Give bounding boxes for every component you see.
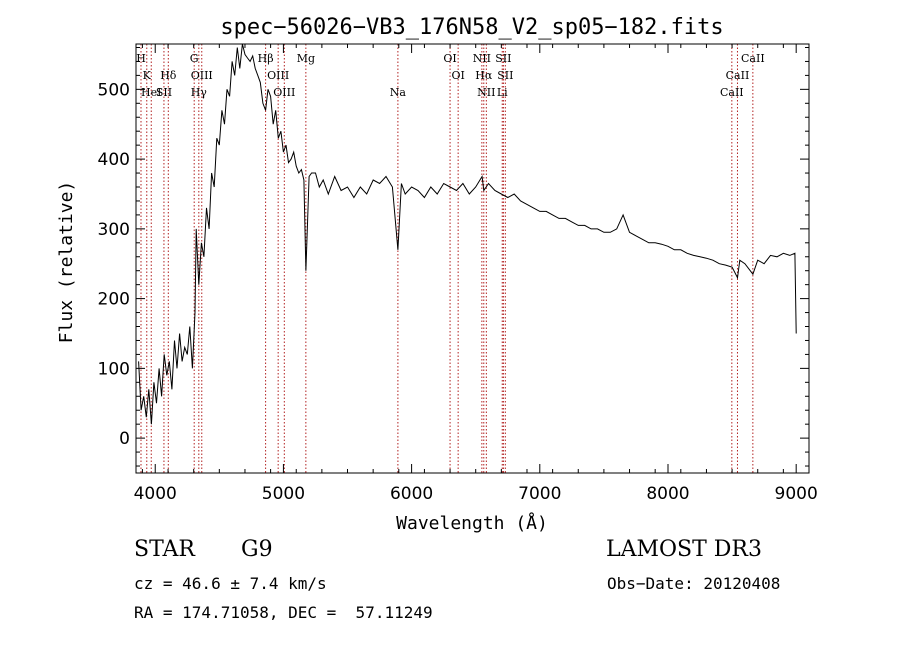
line-label-0: H (136, 52, 146, 65)
y-tick-label-0: 0 (119, 429, 130, 449)
x-tick-label-3: 7000 (518, 484, 561, 504)
x-tick-label-4: 8000 (646, 484, 689, 504)
object-class: STAR (134, 537, 195, 562)
line-label-3: SII (156, 86, 172, 99)
line-label-1: K (143, 69, 152, 82)
spectral-line-labels: HKHeISIIHδGHγOIIIHβOIIIOIIIMgNaOIOINIIHα… (136, 52, 764, 99)
line-label-15: NII (473, 52, 491, 65)
line-label-7: OIII (191, 69, 213, 82)
y-tick-label-2: 200 (98, 290, 130, 310)
line-label-18: Li (497, 86, 508, 99)
y-tick-label-3: 300 (98, 220, 130, 240)
line-label-16: Hα (475, 69, 493, 82)
x-tick-label-0: 4000 (134, 484, 177, 504)
survey-name: LAMOST DR3 (606, 537, 762, 562)
line-label-9: OIII (267, 69, 289, 82)
x-tick-label-1: 5000 (262, 484, 305, 504)
line-label-5: G (190, 52, 199, 65)
line-label-19: SII (495, 52, 511, 65)
line-label-20: SII (497, 69, 513, 82)
axis-ticks: 4000 5000 6000 7000 8000 9000 0 100 200 300 400 500 (98, 44, 818, 504)
y-tick-label-1: 100 (98, 359, 130, 379)
line-label-2: HeI (141, 86, 161, 99)
plot-frame (135, 43, 810, 474)
line-label-13: OI (443, 52, 456, 65)
x-tick-label-2: 6000 (390, 484, 433, 504)
spectral-line-markers (140, 44, 754, 473)
chart-title: spec−56026−VB3_176N58_V2_sp05−182.fits (220, 15, 723, 40)
line-label-8: Hβ (258, 52, 274, 65)
x-axis-label: Wavelength (Å) (396, 512, 548, 534)
observation-date: Obs−Date: 20120408 (607, 574, 781, 593)
line-label-4: Hδ (160, 69, 177, 82)
y-axis-label: Flux (relative) (56, 181, 77, 344)
line-label-11: Mg (297, 52, 315, 65)
line-label-17: NII (477, 86, 495, 99)
line-label-23: CaII (741, 52, 765, 65)
line-label-21: CaII (720, 86, 744, 99)
line-label-12: Na (390, 86, 407, 99)
line-label-22: CaII (726, 69, 750, 82)
ra-dec-coordinates: RA = 174.71058, DEC = 57.11249 (134, 603, 433, 622)
y-tick-label-5: 500 (98, 80, 130, 100)
redshift-cz: cz = 46.6 ± 7.4 km/s (134, 574, 327, 593)
x-tick-label-5: 9000 (775, 484, 818, 504)
line-label-14: OI (451, 69, 464, 82)
line-label-6: Hγ (191, 86, 208, 99)
object-subclass: G9 (241, 537, 273, 562)
y-tick-label-4: 400 (98, 150, 130, 170)
line-label-10: OIII (273, 86, 295, 99)
spectrum-series-line (138, 43, 797, 425)
